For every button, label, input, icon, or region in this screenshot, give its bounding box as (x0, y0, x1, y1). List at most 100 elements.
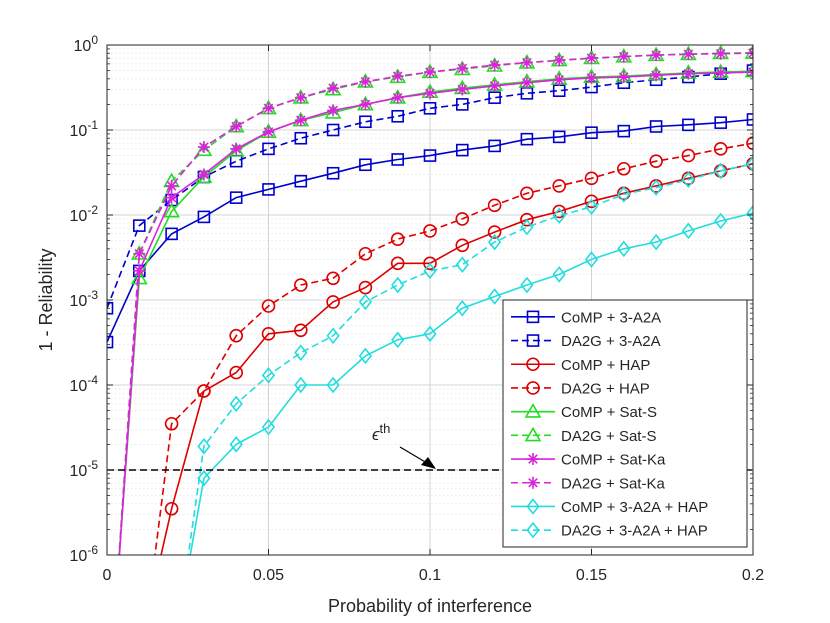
data-point (423, 149, 437, 162)
data-point (133, 264, 146, 277)
data-point (133, 219, 146, 232)
data-point (197, 438, 211, 455)
data-point (584, 198, 599, 216)
data-point (714, 116, 728, 129)
data-point (552, 204, 567, 219)
legend-entry-10: DA2G + 3-A2A + HAP (511, 521, 708, 540)
data-point (229, 328, 243, 343)
data-point (553, 73, 566, 86)
data-point (455, 299, 469, 317)
series-line (107, 69, 753, 309)
legend-marker (527, 453, 539, 466)
x-tick-label: 0.05 (253, 567, 284, 584)
x-axis-label: Probability of interference (328, 596, 532, 616)
data-point (391, 276, 405, 294)
data-point (617, 124, 631, 138)
data-point (649, 154, 663, 168)
legend-label: DA2G + HAP (561, 380, 650, 397)
legend-label: CoMP + 3-A2A (561, 309, 661, 326)
threshold-group: ϵth (107, 421, 753, 471)
data-point (197, 469, 211, 487)
data-point (294, 131, 308, 145)
data-point (585, 52, 598, 65)
data-point (327, 82, 340, 95)
data-point (585, 126, 598, 139)
data-point (165, 179, 178, 192)
data-point (423, 102, 437, 115)
data-point (358, 280, 373, 295)
data-point (262, 142, 275, 156)
legend: CoMP + 3-A2A DA2G + 3-A2A CoMP + HAP DA2G +… (502, 299, 748, 548)
data-point (423, 262, 437, 280)
data-point (552, 266, 566, 283)
legend-marker (526, 498, 540, 515)
threshold-arrow-head (421, 457, 436, 469)
data-point (617, 240, 631, 258)
data-point (423, 325, 437, 343)
legend-marker (524, 426, 542, 442)
data-point (617, 186, 631, 203)
y-axis-label: 1 - Reliability (36, 248, 56, 351)
data-point (650, 49, 663, 62)
data-point (359, 98, 372, 111)
data-point (487, 198, 502, 213)
data-point (391, 153, 405, 166)
data-point (197, 168, 210, 181)
data-point (359, 115, 372, 129)
data-point (714, 47, 727, 60)
data-point (261, 327, 276, 341)
series-4 (154, 136, 753, 555)
data-point (326, 166, 340, 180)
data-point (197, 384, 211, 398)
data-point (359, 158, 372, 172)
data-point (358, 293, 373, 311)
series-10 (187, 155, 753, 555)
legend-label: CoMP + Sat-S (561, 404, 657, 421)
data-point (650, 69, 663, 82)
data-point (261, 299, 276, 313)
data-point (744, 45, 753, 59)
legend-label: DA2G + 3-A2A + HAP (561, 523, 708, 540)
data-point (488, 139, 501, 153)
data-point (197, 210, 211, 224)
legend-marker (526, 334, 540, 347)
data-point (390, 232, 405, 246)
series-1 (107, 113, 753, 349)
data-point (229, 395, 243, 413)
data-point (714, 212, 728, 230)
data-point (455, 98, 469, 111)
y-tick-label: 10-2 (70, 203, 99, 225)
data-point (488, 59, 501, 72)
data-point (520, 212, 534, 227)
data-point (195, 141, 213, 157)
data-point (682, 118, 695, 132)
data-point (682, 48, 695, 61)
data-point (714, 162, 728, 180)
data-point (487, 233, 502, 251)
data-point (746, 136, 753, 150)
data-point (423, 256, 437, 271)
data-point (455, 256, 469, 274)
data-point (455, 212, 470, 226)
legend-entry-2: DA2G + 3-A2A (511, 333, 661, 350)
legend-label: CoMP + Sat-Ka (561, 452, 666, 469)
legend-label: CoMP + 3-A2A + HAP (561, 499, 708, 516)
data-point (488, 91, 501, 104)
legend-label: CoMP + HAP (561, 357, 650, 374)
series-8 (118, 47, 753, 555)
data-point (293, 278, 308, 292)
legend-entry-4: DA2G + HAP (511, 380, 650, 397)
legend-entry-7: CoMP + Sat-Ka (511, 452, 666, 469)
data-point (358, 246, 373, 261)
data-point (230, 142, 243, 155)
data-point (488, 79, 501, 92)
data-point (391, 70, 404, 83)
legend-entry-3: CoMP + HAP (511, 357, 650, 374)
data-point (294, 376, 308, 394)
data-point (713, 142, 728, 156)
data-point (262, 183, 275, 196)
data-point (107, 301, 114, 315)
data-point (424, 66, 436, 79)
data-point (744, 62, 753, 78)
y-tick-label: 10-3 (70, 288, 99, 310)
